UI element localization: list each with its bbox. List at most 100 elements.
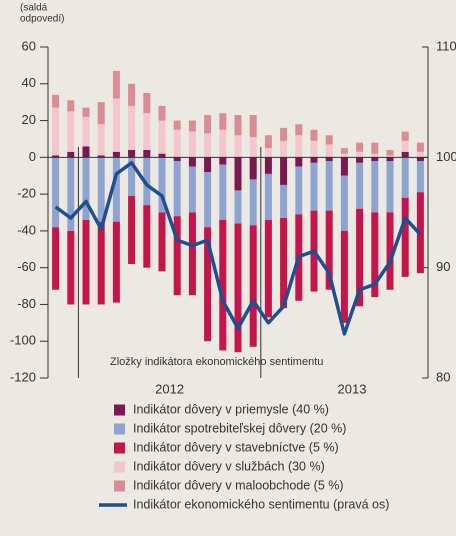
bar-segment (128, 83, 136, 106)
y-tick-label: -60 (17, 259, 36, 274)
bar-segment (143, 149, 151, 158)
bar-segment (340, 153, 348, 158)
y2-tick-label: 80 (436, 369, 450, 384)
bar-segment (52, 227, 60, 290)
bar-segment (128, 149, 136, 158)
bar-segment (340, 230, 348, 323)
bar-segment (204, 115, 212, 134)
bar-segment (310, 162, 318, 211)
year-label: 2013 (338, 381, 367, 396)
bar-segment (386, 161, 394, 213)
y2-tick-label: 110 (436, 38, 456, 53)
bar-segment (356, 157, 364, 163)
bar-segment (158, 120, 166, 154)
y-tick-label: -120 (10, 369, 36, 384)
bar-segment (128, 157, 136, 196)
bar-segment (416, 151, 424, 158)
y-tick-label: -40 (17, 222, 36, 237)
bar-segment (173, 161, 181, 217)
bar-segment (249, 115, 257, 138)
bar-segment (264, 148, 272, 158)
y-tick-label: 40 (22, 75, 36, 90)
bar-segment (416, 161, 424, 193)
bar-segment (295, 124, 303, 136)
bar-segment (340, 148, 348, 154)
bar-segment (52, 107, 60, 156)
y2-tick-label: 90 (436, 259, 450, 274)
bar-segment (52, 94, 60, 108)
bar-segment (371, 161, 379, 213)
bar-segment (325, 135, 333, 145)
bar-segment (67, 151, 75, 158)
legend-swatch (114, 461, 125, 473)
bar-segment (97, 102, 105, 125)
bar-segment (234, 115, 242, 136)
legend-label: Indikátor ekonomického sentimentu (pravá… (133, 497, 389, 511)
bar-segment (340, 157, 348, 176)
bar-segment (82, 219, 90, 305)
legend-label: Indikátor dôvery v službách (30 %) (133, 459, 325, 473)
bar-segment (188, 157, 196, 167)
bar-segment (249, 179, 257, 226)
bar-segment (67, 230, 75, 305)
bar-segment (356, 208, 364, 307)
bar-segment (204, 133, 212, 158)
bar-segment (67, 157, 75, 231)
bar-segment (188, 212, 196, 296)
bar-segment (371, 153, 379, 158)
bar-segment (295, 166, 303, 215)
bar-segment (97, 155, 105, 158)
legend-swatch (114, 423, 125, 435)
bar-segment (188, 131, 196, 158)
bar-segment (264, 157, 272, 174)
bar-segment (97, 157, 105, 222)
bar-segment (204, 157, 212, 173)
bar-segment (356, 151, 364, 158)
bar-segment (401, 131, 409, 141)
bar-segment (128, 195, 136, 264)
bar-segment (325, 210, 333, 290)
bar-segment (158, 157, 166, 213)
bar-segment (386, 155, 394, 158)
bar-segment (204, 227, 212, 342)
bar-segment (52, 157, 60, 228)
bar-segment (249, 225, 257, 347)
bar-segment (82, 146, 90, 158)
bar-segment (219, 129, 227, 158)
bar-segment (280, 140, 288, 158)
bar-segment (173, 129, 181, 158)
bar-segment (219, 157, 227, 165)
bar-segment (234, 135, 242, 158)
bar-segment (356, 142, 364, 152)
bar-segment (82, 107, 90, 117)
bar-segment (173, 216, 181, 296)
bar-segment (112, 221, 120, 303)
bar-segment (143, 205, 151, 268)
bar-segment (280, 127, 288, 141)
bar-segment (158, 212, 166, 272)
bar-segment (219, 164, 227, 220)
y-tick-label: -100 (10, 333, 36, 348)
bar-segment (325, 144, 333, 158)
bar-segment (173, 157, 181, 162)
bar-segment (280, 218, 288, 309)
bar-segment (401, 197, 409, 277)
bar-segment (143, 157, 151, 206)
bar-segment (52, 155, 60, 158)
bar-segment (416, 142, 424, 152)
bar-segment (158, 105, 166, 121)
bar-segment (371, 142, 379, 154)
bar-segment (264, 219, 272, 318)
bar-segment (219, 219, 227, 351)
bar-segment (280, 157, 288, 185)
bar-segment (310, 140, 318, 158)
bar-segment (249, 137, 257, 158)
bar-segment (204, 172, 212, 228)
bar-segment (325, 157, 333, 162)
bar-segment (112, 98, 120, 152)
bar-segment (416, 157, 424, 162)
bar-segment (386, 157, 394, 162)
bar-segment (143, 92, 151, 114)
